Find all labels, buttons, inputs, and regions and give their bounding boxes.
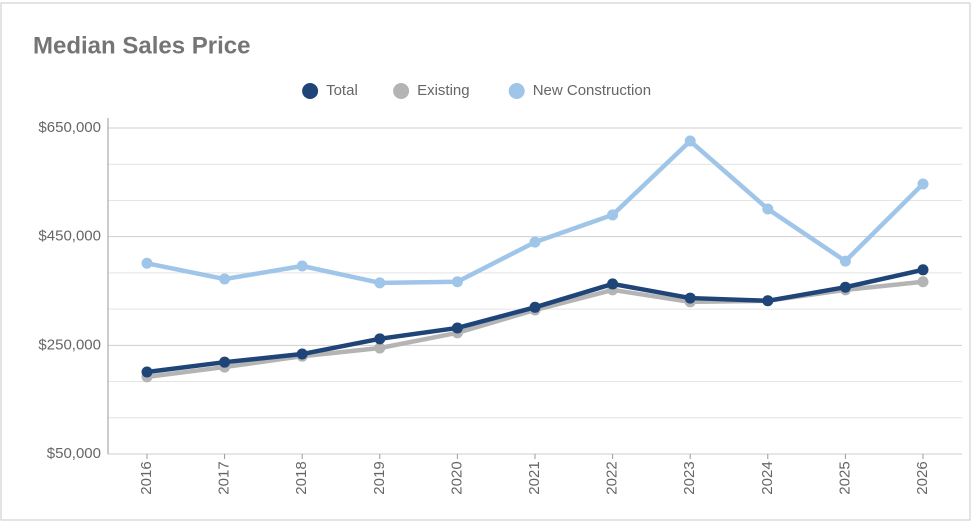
y-tick-label: $50,000 [47, 445, 101, 462]
legend-marker [302, 83, 319, 99]
data-point [141, 257, 153, 269]
x-tick-label: 2018 [293, 461, 310, 494]
x-tick-label: 2024 [759, 461, 776, 494]
data-point [607, 209, 619, 221]
legend-label: Existing [417, 82, 470, 99]
x-tick-label: 2020 [448, 461, 465, 494]
data-point [296, 260, 308, 272]
data-point [529, 301, 541, 313]
data-point [762, 203, 774, 215]
y-tick-label: $450,000 [38, 228, 101, 245]
data-point [839, 281, 851, 293]
data-point [141, 366, 153, 378]
data-point [684, 135, 696, 147]
data-point [451, 322, 463, 334]
legend-label: New Construction [533, 82, 651, 99]
data-point [839, 255, 851, 267]
legend-marker [393, 83, 410, 99]
data-point [296, 348, 308, 360]
x-tick-label: 2026 [914, 461, 931, 494]
data-point [374, 277, 386, 289]
x-tick-label: 2022 [604, 461, 621, 494]
x-tick-label: 2023 [681, 461, 698, 494]
x-tick-label: 2019 [371, 461, 388, 494]
data-point [607, 278, 619, 290]
data-point [219, 273, 231, 285]
y-tick-label: $250,000 [38, 336, 101, 353]
data-point [684, 292, 696, 304]
data-point [529, 236, 541, 248]
data-point [219, 356, 231, 368]
x-tick-label: 2021 [526, 461, 543, 494]
data-point [917, 264, 929, 276]
x-tick-label: 2025 [836, 461, 853, 494]
data-point [374, 333, 386, 345]
data-point [762, 295, 774, 307]
y-tick-label: $650,000 [38, 119, 101, 136]
data-point [917, 178, 929, 190]
chart-title: Median Sales Price [33, 32, 250, 59]
x-tick-label: 2016 [138, 461, 155, 494]
data-point [917, 276, 929, 288]
legend-label: Total [326, 82, 358, 99]
x-tick-label: 2017 [216, 461, 233, 494]
legend-marker [508, 83, 525, 99]
data-point [374, 342, 386, 354]
data-point [451, 276, 463, 288]
